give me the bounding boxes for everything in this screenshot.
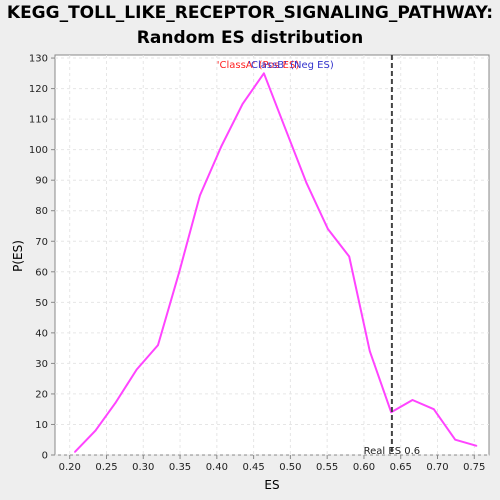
real-es-label: Real ES 0.6 — [364, 446, 420, 457]
plot-area — [54, 54, 490, 456]
x-tick-label: 0.30 — [132, 462, 154, 473]
y-tick-label: 30 — [35, 359, 48, 370]
x-tick-label: 0.50 — [279, 462, 301, 473]
y-tick-label: 100 — [29, 145, 48, 156]
y-tick-label: 20 — [35, 389, 48, 400]
y-tick-label: 120 — [29, 84, 48, 95]
data-point — [284, 127, 287, 130]
es-distribution-line — [74, 72, 477, 453]
y-tick-label: 110 — [29, 115, 48, 126]
chart-title-line1: KEGG_TOLL_LIKE_RECEPTOR_SIGNALING_PATHWA… — [6, 3, 494, 23]
data-point — [475, 445, 478, 447]
data-point — [305, 182, 308, 185]
x-tick-label: 0.45 — [242, 462, 264, 473]
data-point — [220, 145, 223, 148]
x-tick-label: 0.25 — [95, 462, 117, 473]
y-tick-label: 90 — [35, 176, 48, 187]
x-tick-label: 0.35 — [169, 462, 191, 473]
data-point — [114, 402, 117, 404]
y-tick-label: 60 — [35, 267, 48, 278]
data-point — [263, 72, 265, 75]
x-tick-label: 0.40 — [206, 462, 228, 473]
real-es-group: Real ES 0.6 — [364, 55, 420, 457]
data-point — [199, 194, 201, 197]
data-point — [454, 438, 456, 441]
series-group — [74, 72, 478, 453]
y-tick-label: 50 — [35, 298, 48, 309]
x-tick-label: 0.65 — [390, 462, 412, 473]
data-point — [241, 103, 244, 105]
x-axis-label: ES — [264, 478, 279, 492]
legend-entry-neg: 'ClassB' (Neg ES) — [248, 60, 334, 71]
data-point — [369, 350, 371, 352]
data-point — [157, 344, 159, 346]
y-tick-label: 0 — [42, 451, 48, 462]
data-point — [135, 368, 138, 371]
data-point — [74, 451, 76, 453]
y-tick-label: 130 — [29, 54, 48, 65]
x-tick-label: 0.60 — [353, 462, 375, 473]
y-tick-label: 70 — [35, 237, 48, 248]
data-point — [348, 255, 351, 258]
x-tick-label: 0.20 — [59, 462, 81, 473]
legend: 'ClassA' (Pos ES)'ClassB' (Neg ES) — [217, 60, 334, 71]
y-tick-label: 80 — [35, 206, 48, 217]
x-tick-label: 0.70 — [426, 462, 448, 473]
data-point — [433, 408, 435, 410]
x-tick-label: 0.75 — [463, 462, 485, 473]
data-point — [178, 270, 181, 273]
y-axis-label: P(ES) — [11, 240, 25, 272]
y-tick-label: 10 — [35, 420, 48, 431]
data-point — [327, 228, 329, 230]
y-tick-label: 40 — [35, 328, 48, 339]
x-tick-label: 0.55 — [316, 462, 338, 473]
legend-entry-pos: 'ClassA' (Pos ES) — [217, 60, 300, 71]
data-point — [411, 399, 414, 401]
data-point — [94, 429, 97, 432]
x-axis-ticks: 0.20 0.25 0.30 0.35 0.40 0.45 0.50 0.55 0.60 0.65… — [59, 455, 485, 473]
chart-title-line2: Random ES distribution — [136, 28, 364, 48]
y-axis-ticks: 0 10 20 30 40 50 60 70 80 90 100 110 120 130 — [29, 54, 55, 462]
grid — [55, 55, 489, 456]
